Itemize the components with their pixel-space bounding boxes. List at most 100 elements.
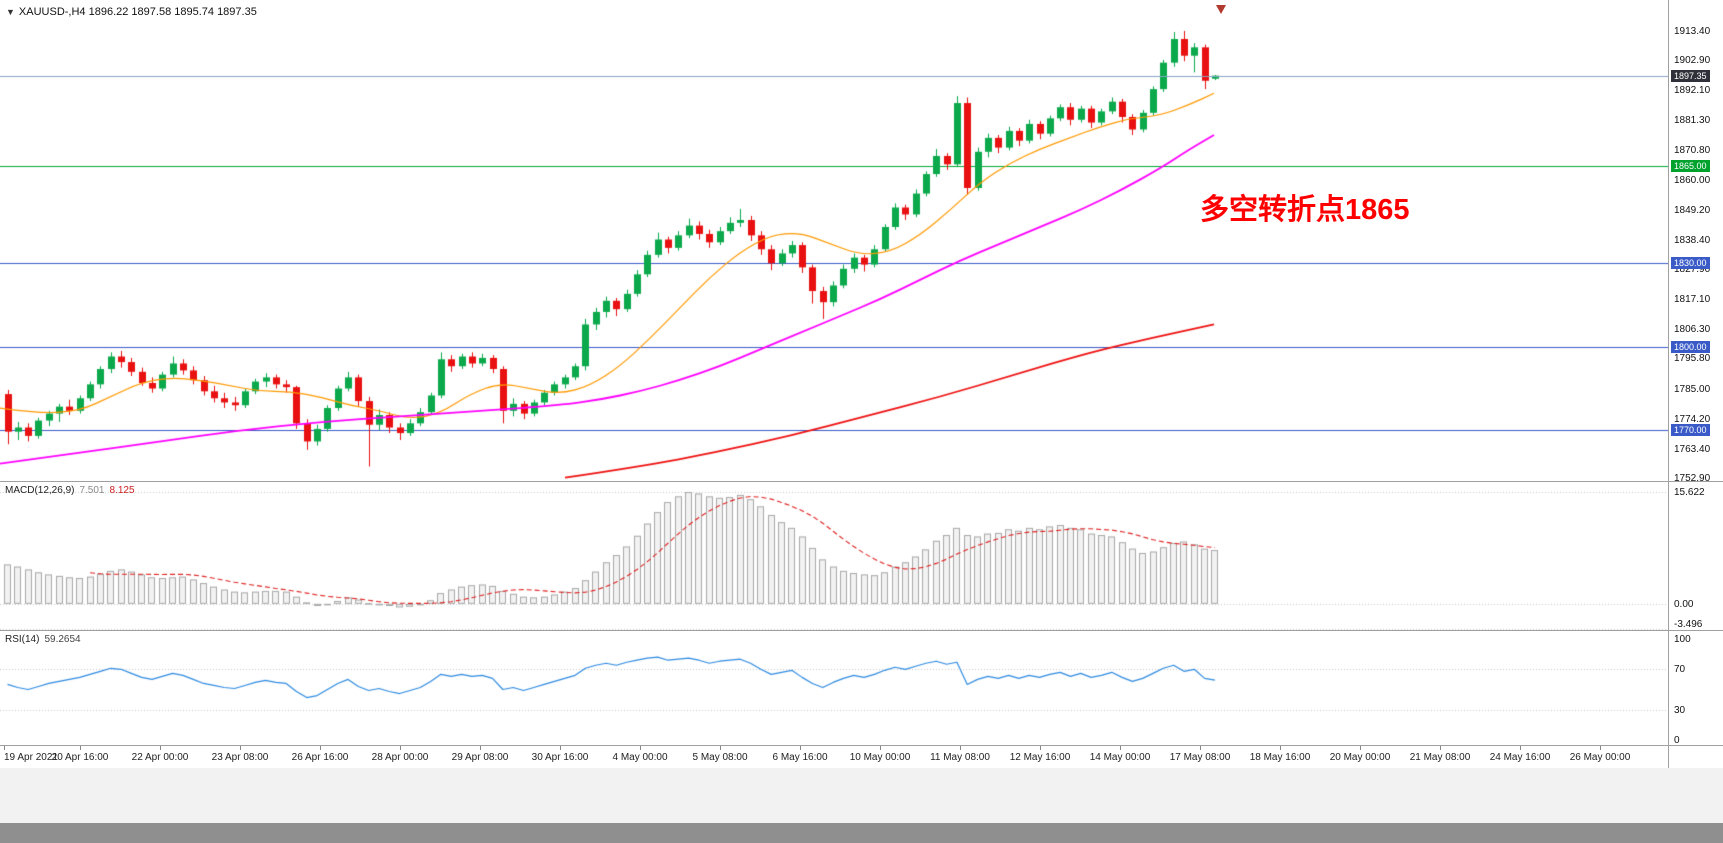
rsi-tick-label: 70 [1674,664,1686,676]
symbol-info: ▼ XAUUSD-,H4 1896.22 1897.58 1895.74 1897… [6,6,257,18]
price-tick-label: 1752.90 [1674,472,1711,484]
bottom-bar [0,823,1723,843]
rsi-tick-label: 100 [1674,633,1691,645]
symbol-timeframe-label: XAUUSD-,H4 [18,6,86,18]
time-axis-tick [720,746,721,750]
rsi-axis[interactable]: 100 70 30 0 [1669,631,1723,746]
price-tick-label: 1774.20 [1674,413,1711,425]
time-axis-tick [560,746,561,750]
rsi-panel: RSI(14) 59.2654 100 70 30 0 [0,631,1723,746]
axis-separator [1668,0,1669,768]
time-axis-label: 5 May 08:00 [692,752,748,763]
price-tick-label: 1817.10 [1674,294,1711,306]
symbol-dropdown-icon[interactable]: ▼ [6,7,15,17]
time-axis-label: 17 May 08:00 [1169,752,1231,763]
time-axis-tick [1440,746,1441,750]
price-tick-label: 1860.00 [1674,174,1711,186]
rsi-title: RSI(14) 59.2654 [5,634,86,645]
price-tick-label: 1849.20 [1674,204,1711,216]
time-axis-tick [320,746,321,750]
time-axis-tick [1520,746,1521,750]
macd-tick-label: 15.622 [1674,486,1705,498]
time-axis-tick [800,746,801,750]
panel-separator [0,481,1723,482]
time-axis-label: 26 Apr 16:00 [291,752,349,763]
time-axis-tick [80,746,81,750]
price-tick-label: 1838.40 [1674,234,1711,246]
price-badge-bid: 1897.35 [1671,69,1710,82]
time-axis-label: 19 Apr 2021 [4,752,58,763]
time-axis-tick [1200,746,1201,750]
time-axis-tick [1280,746,1281,750]
time-axis-label: 12 May 16:00 [1009,752,1071,763]
time-axis-label: 26 May 00:00 [1569,752,1631,763]
price-tick-label: 1902.90 [1674,55,1711,67]
price-chart-canvas[interactable] [0,0,1668,481]
rsi-tick-label: 0 [1674,735,1680,746]
time-axis-tick [960,746,961,750]
macd-tick-label: 0.00 [1674,598,1694,610]
time-axis-label: 24 May 16:00 [1489,752,1551,763]
macd-panel: MACD(12,26,9) 7.501 8.125 15.622 0.00 -3.496 [0,482,1723,630]
time-axis-label: 20 May 00:00 [1329,752,1391,763]
rsi-tick-label: 30 [1674,704,1686,716]
price-panel: ▼ XAUUSD-,H4 1896.22 1897.58 1895.74 1897… [0,0,1723,484]
annotation-text[interactable]: 多空转折点1865 [1200,194,1410,226]
time-axis-tick [640,746,641,750]
macd-main-value: 7.501 [79,485,105,496]
time-axis-tick [1600,746,1601,750]
chart-shift-marker-icon[interactable] [1216,5,1226,14]
price-tick-label: 1827.90 [1674,264,1711,276]
time-axis-label: 18 May 16:00 [1249,752,1311,763]
time-axis-label: 20 Apr 16:00 [51,752,109,763]
rsi-value: 59.2654 [44,634,81,645]
price-badge-blue: 1800.00 [1671,340,1710,353]
time-axis-label: 28 Apr 00:00 [371,752,429,763]
time-axis-tick [240,746,241,750]
time-axis-label: 4 May 00:00 [612,752,668,763]
time-axis[interactable]: 19 Apr 2021 20 Apr 16:00 22 Apr 00:00 23 Ap… [0,746,1723,768]
time-axis-tick [880,746,881,750]
price-badge-blue: 1770.00 [1671,424,1710,437]
time-axis-label: 29 Apr 08:00 [451,752,509,763]
panel-separator [0,630,1723,631]
rsi-label: RSI(14) [5,634,40,645]
status-strip [0,768,1723,823]
time-axis-tick [400,746,401,750]
ohlc-readout: 1896.22 1897.58 1895.74 1897.35 [88,6,257,18]
time-axis-label: 22 Apr 00:00 [131,752,189,763]
rsi-canvas[interactable] [0,631,1668,745]
price-tick-label: 1870.80 [1674,144,1711,156]
price-badge-blue: 1830.00 [1671,257,1710,270]
macd-signal-value: 8.125 [109,485,135,496]
price-tick-label: 1881.30 [1674,115,1711,127]
time-axis-label: 10 May 00:00 [849,752,911,763]
time-axis-tick [480,746,481,750]
time-axis-tick [4,746,5,750]
price-tick-label: 1806.30 [1674,324,1711,336]
panel-separator [0,745,1723,746]
macd-title: MACD(12,26,9) 7.501 8.125 [5,485,140,496]
time-axis-tick [1360,746,1361,750]
time-axis-label: 23 Apr 08:00 [211,752,269,763]
time-axis-label: 21 May 08:00 [1409,752,1471,763]
macd-canvas[interactable] [0,482,1668,630]
macd-axis[interactable]: 15.622 0.00 -3.496 [1669,482,1723,630]
price-badge-green: 1865.00 [1671,159,1710,172]
time-axis-tick [160,746,161,750]
macd-tick-label: -3.496 [1674,619,1703,630]
time-axis-label: 30 Apr 16:00 [531,752,589,763]
time-axis-tick [1120,746,1121,750]
price-tick-label: 1785.00 [1674,383,1711,395]
time-axis-tick [1040,746,1041,750]
price-tick-label: 1763.40 [1674,443,1711,455]
time-axis-label: 14 May 00:00 [1089,752,1151,763]
macd-label: MACD(12,26,9) [5,485,75,496]
price-tick-label: 1892.10 [1674,85,1711,97]
time-axis-label: 11 May 08:00 [930,752,990,763]
time-axis-label: 6 May 16:00 [772,752,828,763]
price-axis[interactable]: 1913.40 1902.90 1892.10 1881.30 1870.80 1860.… [1669,0,1723,484]
price-tick-label: 1913.40 [1674,25,1711,37]
price-tick-label: 1795.80 [1674,353,1711,365]
